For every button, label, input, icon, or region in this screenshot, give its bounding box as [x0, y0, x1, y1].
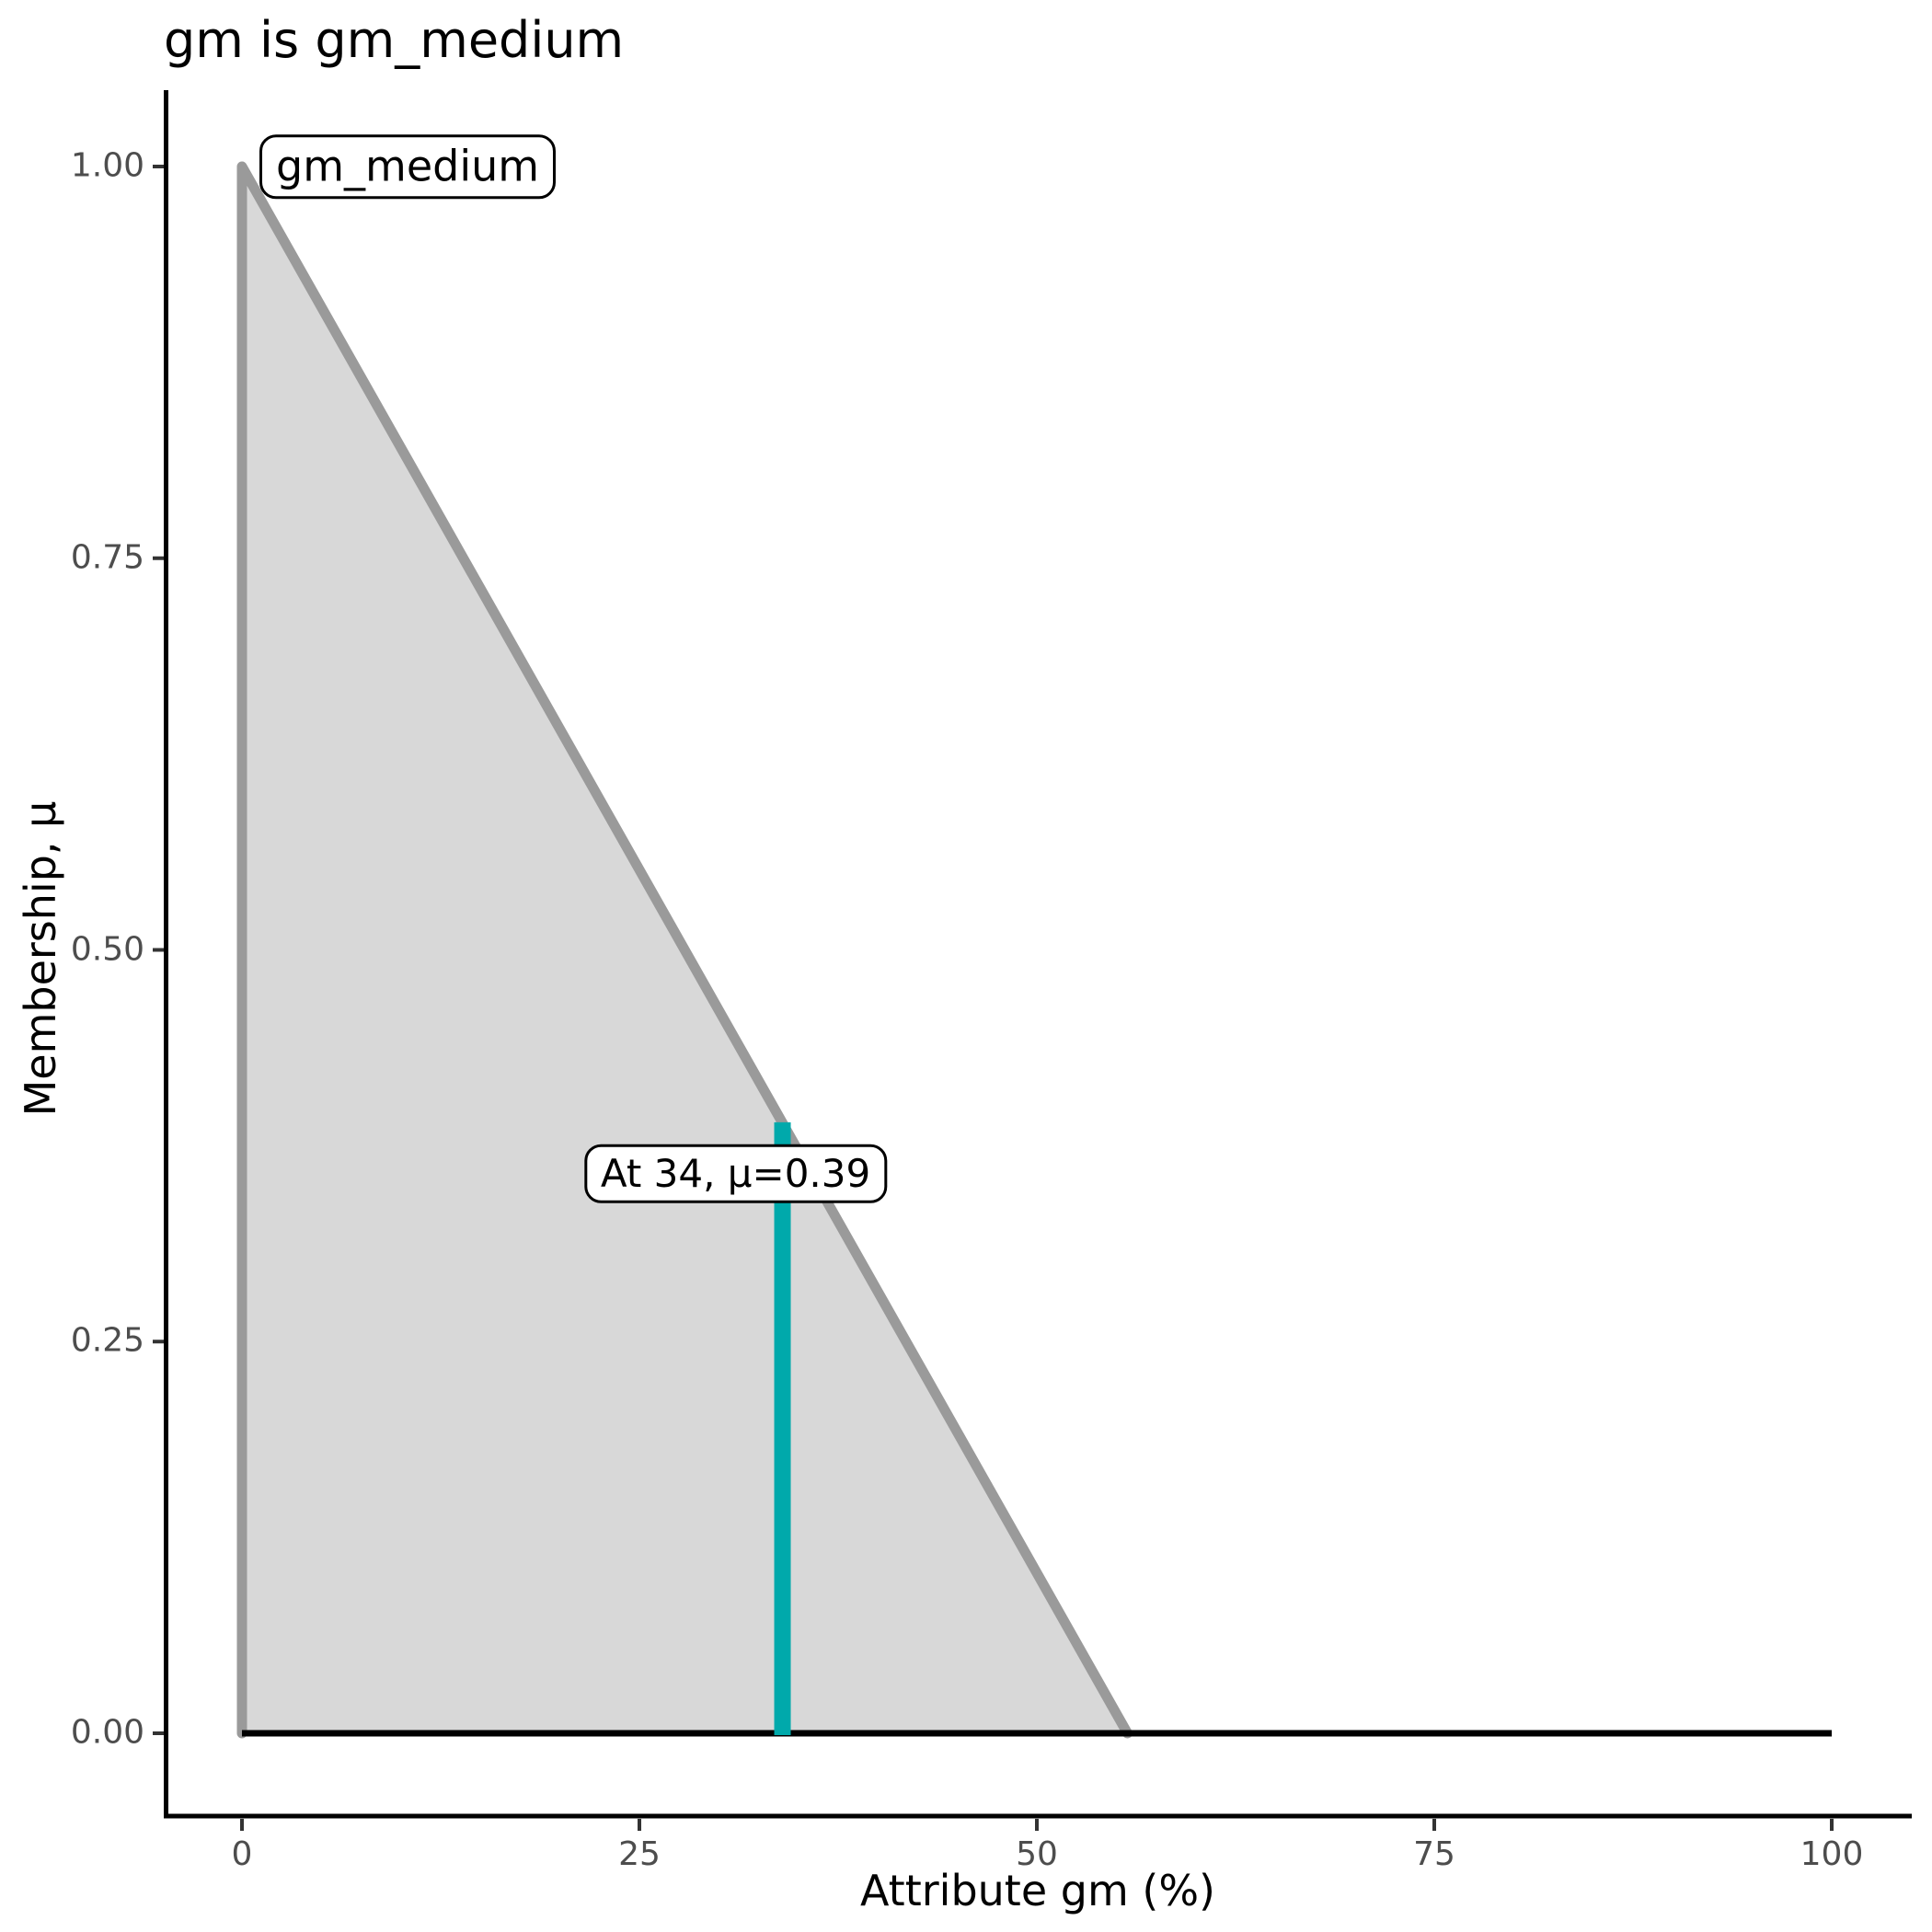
- x-tick-label: 25: [618, 1835, 661, 1873]
- x-tick-label: 50: [1016, 1835, 1058, 1873]
- x-tick-label: 100: [1800, 1835, 1864, 1873]
- x-tick-label: 75: [1413, 1835, 1455, 1873]
- x-axis-title: Attribute gm (%): [860, 1866, 1215, 1915]
- y-tick-label: 0.00: [70, 1713, 144, 1752]
- x-tick-label: 0: [231, 1835, 253, 1873]
- membership-outline: [236, 161, 1133, 1739]
- set-name-label: gm_medium: [259, 134, 557, 199]
- value-annotation-label: At 34, μ=0.39: [583, 1144, 888, 1204]
- y-tick-label: 0.75: [70, 538, 144, 577]
- chart-title: gm is gm_medium: [164, 11, 625, 69]
- y-tick-label: 0.25: [70, 1321, 144, 1360]
- y-tick-label: 1.00: [70, 146, 144, 185]
- y-axis-title: Membership, μ: [16, 800, 65, 1117]
- y-tick-label: 0.50: [70, 930, 144, 969]
